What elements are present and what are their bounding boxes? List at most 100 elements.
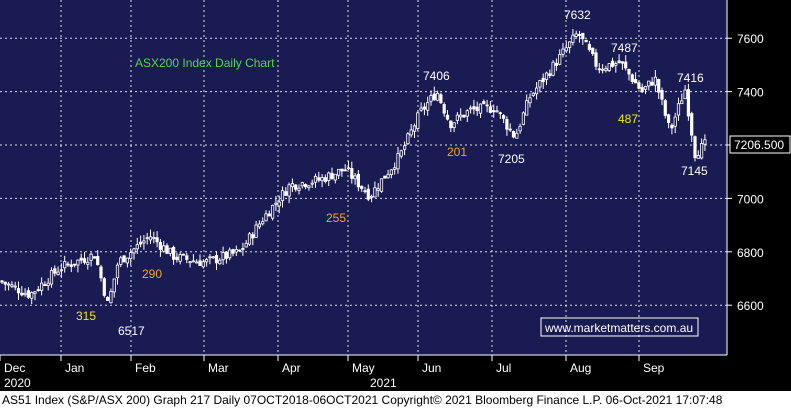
- candle: [462, 114, 466, 118]
- candle: [254, 220, 258, 238]
- x-tick-label: Jul: [496, 361, 511, 375]
- candle: [587, 40, 592, 52]
- candle: [426, 96, 430, 116]
- candle: [300, 181, 304, 189]
- candle: [607, 63, 611, 72]
- candle: [617, 54, 621, 64]
- candle: [40, 277, 44, 296]
- chart-title: ASX200 Index Daily Chart: [135, 56, 275, 70]
- candle: [66, 261, 70, 267]
- candle: [129, 248, 133, 266]
- candle: [228, 247, 232, 261]
- candle: [195, 259, 199, 264]
- footer-bar: AS51 Index (S&P/ASX 200) Graph 217 Daily…: [0, 391, 791, 409]
- candle: [676, 97, 681, 121]
- y-axis-ticks: 660068007000720074007600: [727, 32, 764, 313]
- candle: [152, 231, 156, 244]
- candle: [564, 41, 568, 53]
- candle: [356, 170, 361, 192]
- candle: [264, 210, 268, 222]
- candle: [422, 102, 427, 116]
- candle: [442, 102, 446, 117]
- candle: [280, 186, 285, 208]
- candle: [178, 251, 182, 265]
- y-tick-label: 6600: [737, 299, 764, 313]
- candle: [402, 141, 407, 156]
- candle: [231, 248, 235, 257]
- candle: [247, 231, 252, 246]
- candle: [86, 257, 90, 270]
- candle: [102, 276, 106, 298]
- candle: [614, 61, 618, 73]
- candle: [541, 73, 545, 89]
- candle: [297, 184, 301, 195]
- x-tick-label: Mar: [208, 361, 229, 375]
- candle: [138, 235, 143, 248]
- candle: [472, 99, 476, 115]
- candle: [511, 130, 516, 139]
- candle: [488, 100, 493, 114]
- candle: [492, 104, 496, 118]
- candles: [0, 28, 707, 305]
- x-tick-label: Sep: [643, 361, 665, 375]
- candle: [561, 43, 565, 58]
- candle: [89, 252, 93, 267]
- candle: [181, 253, 186, 256]
- candle: [455, 112, 460, 125]
- candle: [79, 253, 83, 264]
- candle: [135, 237, 139, 254]
- candle: [63, 255, 67, 273]
- candle: [234, 245, 238, 256]
- watermark-box: www.marketmatters.com.au: [540, 317, 699, 337]
- candle: [73, 263, 77, 268]
- candle: [577, 30, 582, 43]
- candle: [23, 288, 27, 297]
- candle: [521, 111, 526, 126]
- candle: [531, 92, 535, 97]
- candle: [396, 146, 400, 174]
- candle: [594, 48, 598, 70]
- y-tick-label: 7000: [737, 192, 764, 206]
- candle: [538, 79, 542, 93]
- candle: [320, 174, 324, 188]
- candle: [544, 71, 549, 86]
- candle: [369, 194, 374, 203]
- candle: [43, 281, 47, 286]
- candle: [445, 110, 450, 121]
- x-tick-label: Aug: [570, 361, 591, 375]
- candle: [610, 57, 615, 68]
- plot-background: [0, 0, 727, 355]
- candle: [435, 90, 440, 102]
- candle: [383, 175, 387, 179]
- candle: [535, 82, 539, 100]
- candle: [419, 102, 423, 112]
- candle: [482, 99, 486, 105]
- candle: [373, 181, 377, 198]
- candle: [518, 123, 522, 134]
- candle: [76, 259, 80, 273]
- candle: [317, 171, 321, 183]
- candle: [475, 101, 479, 116]
- candle: [214, 251, 219, 271]
- candle: [505, 116, 509, 136]
- candle: [584, 39, 588, 43]
- candle: [82, 251, 87, 265]
- annotation-label: 7145: [681, 164, 708, 178]
- candle: [574, 30, 578, 38]
- candle: [591, 47, 595, 56]
- candle: [148, 229, 153, 245]
- candle: [267, 210, 271, 217]
- candle: [647, 80, 651, 91]
- candle: [336, 168, 341, 179]
- candle: [640, 83, 644, 94]
- candle: [26, 287, 31, 300]
- candle: [162, 240, 166, 253]
- y-tick-label: 7400: [737, 86, 764, 100]
- annotation-label: 7632: [564, 8, 591, 22]
- candle: [350, 161, 354, 184]
- candle: [122, 255, 126, 263]
- candle: [353, 173, 357, 185]
- candle: [670, 123, 674, 135]
- candle: [630, 73, 634, 85]
- candle: [696, 150, 700, 159]
